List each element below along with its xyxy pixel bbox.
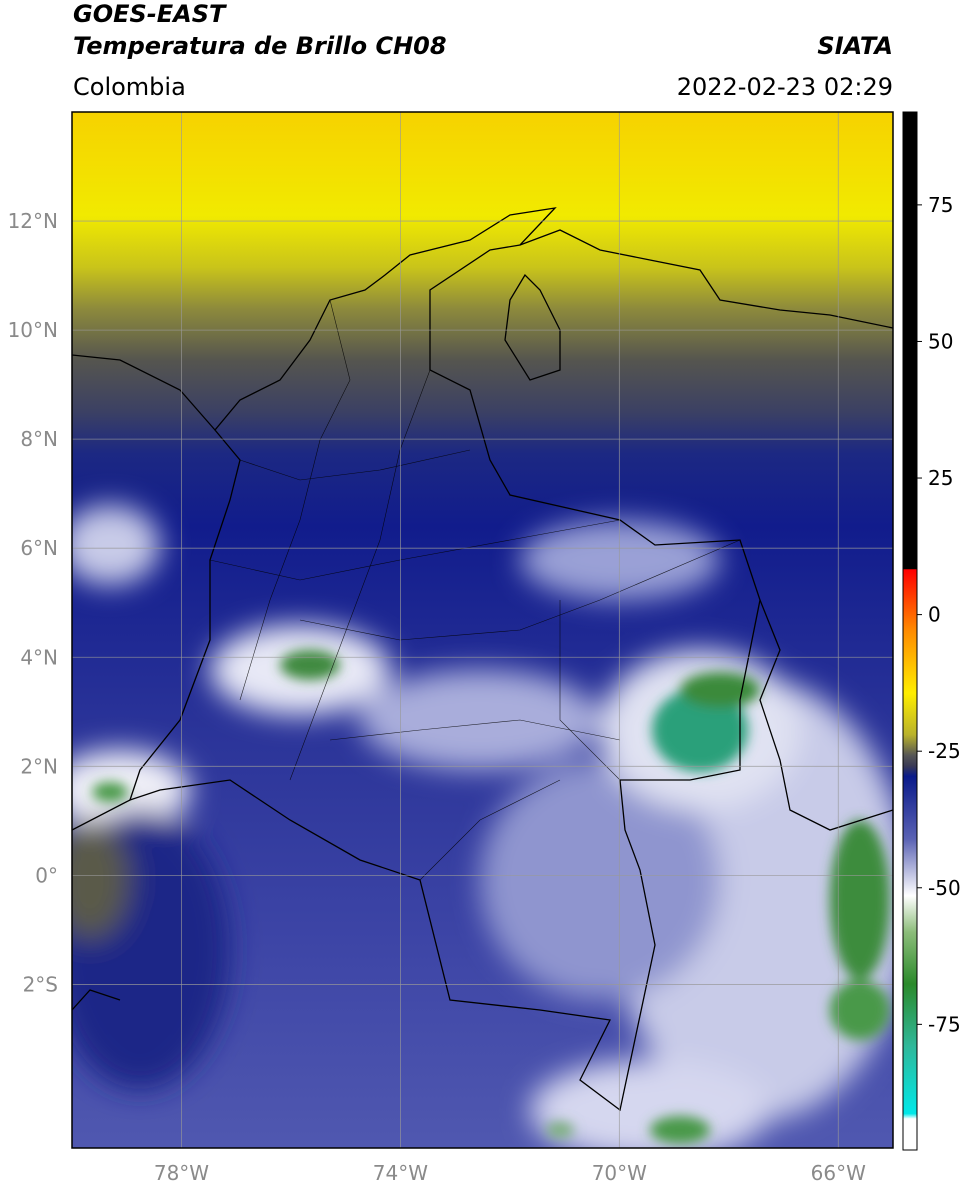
department-border [329,719,621,741]
lat-label: 6°N [20,536,58,560]
lat-label: 8°N [20,427,58,451]
colorbar [902,111,918,1151]
colorbar-ticks: 75 50 25 0 -25 -50 -75 [917,193,961,1036]
cold-top [830,820,890,980]
country-border [759,599,893,831]
coastline [519,229,893,329]
satellite-image [72,112,893,1148]
department-border [299,539,741,641]
lat-label: 2°N [20,754,58,778]
map-frame [71,111,894,1149]
colorbar-label: -25 [928,739,961,763]
lat-label: 2°S [23,972,58,996]
cloud-field [72,505,893,1148]
department-border [419,779,561,881]
region: Colombia [73,73,186,101]
department-border [239,449,471,481]
graticule [72,112,893,1148]
cloud [360,670,600,770]
cloud [72,505,160,585]
cold-top [280,650,340,680]
timestamp: 2022-02-23 02:29 [677,73,893,101]
cloud [520,520,720,600]
lon-label: 70°W [592,1161,647,1185]
colorbar-label: 50 [928,329,953,353]
colorbar-label: -50 [928,876,961,900]
cold-top [652,688,748,772]
coastline [72,989,121,1011]
lat-label: 0° [35,863,58,887]
lon-label: 66°W [811,1161,866,1185]
lon-label: 78°W [154,1161,209,1185]
cloud [72,750,190,830]
department-border [239,299,351,701]
department-border [559,600,621,781]
colorbar-label: -75 [928,1012,961,1036]
cold-top [546,1122,574,1138]
lat-label: 10°N [8,318,58,342]
title: GOES-EAST [73,0,227,28]
cold-top [92,782,128,802]
source: SIATA [817,32,893,60]
coastline [72,354,216,431]
lat-label: 4°N [20,645,58,669]
colorbar-label: 75 [928,193,953,217]
colorbar-label: 25 [928,466,953,490]
cold-top [680,672,760,708]
cloud [530,1060,770,1148]
borders [72,207,893,1112]
colorbar-label: 0 [928,603,941,627]
cloud [72,820,130,940]
country-border [128,207,761,1112]
cold-top [830,980,890,1040]
cloud [480,760,720,1000]
lake [504,273,561,381]
subtitle: Temperatura de Brillo CH08 [73,32,447,60]
department-border [289,369,431,781]
lat-label: 12°N [8,209,58,233]
lon-label: 74°W [373,1161,428,1185]
cold-top [650,1116,710,1144]
coastline [72,799,131,831]
